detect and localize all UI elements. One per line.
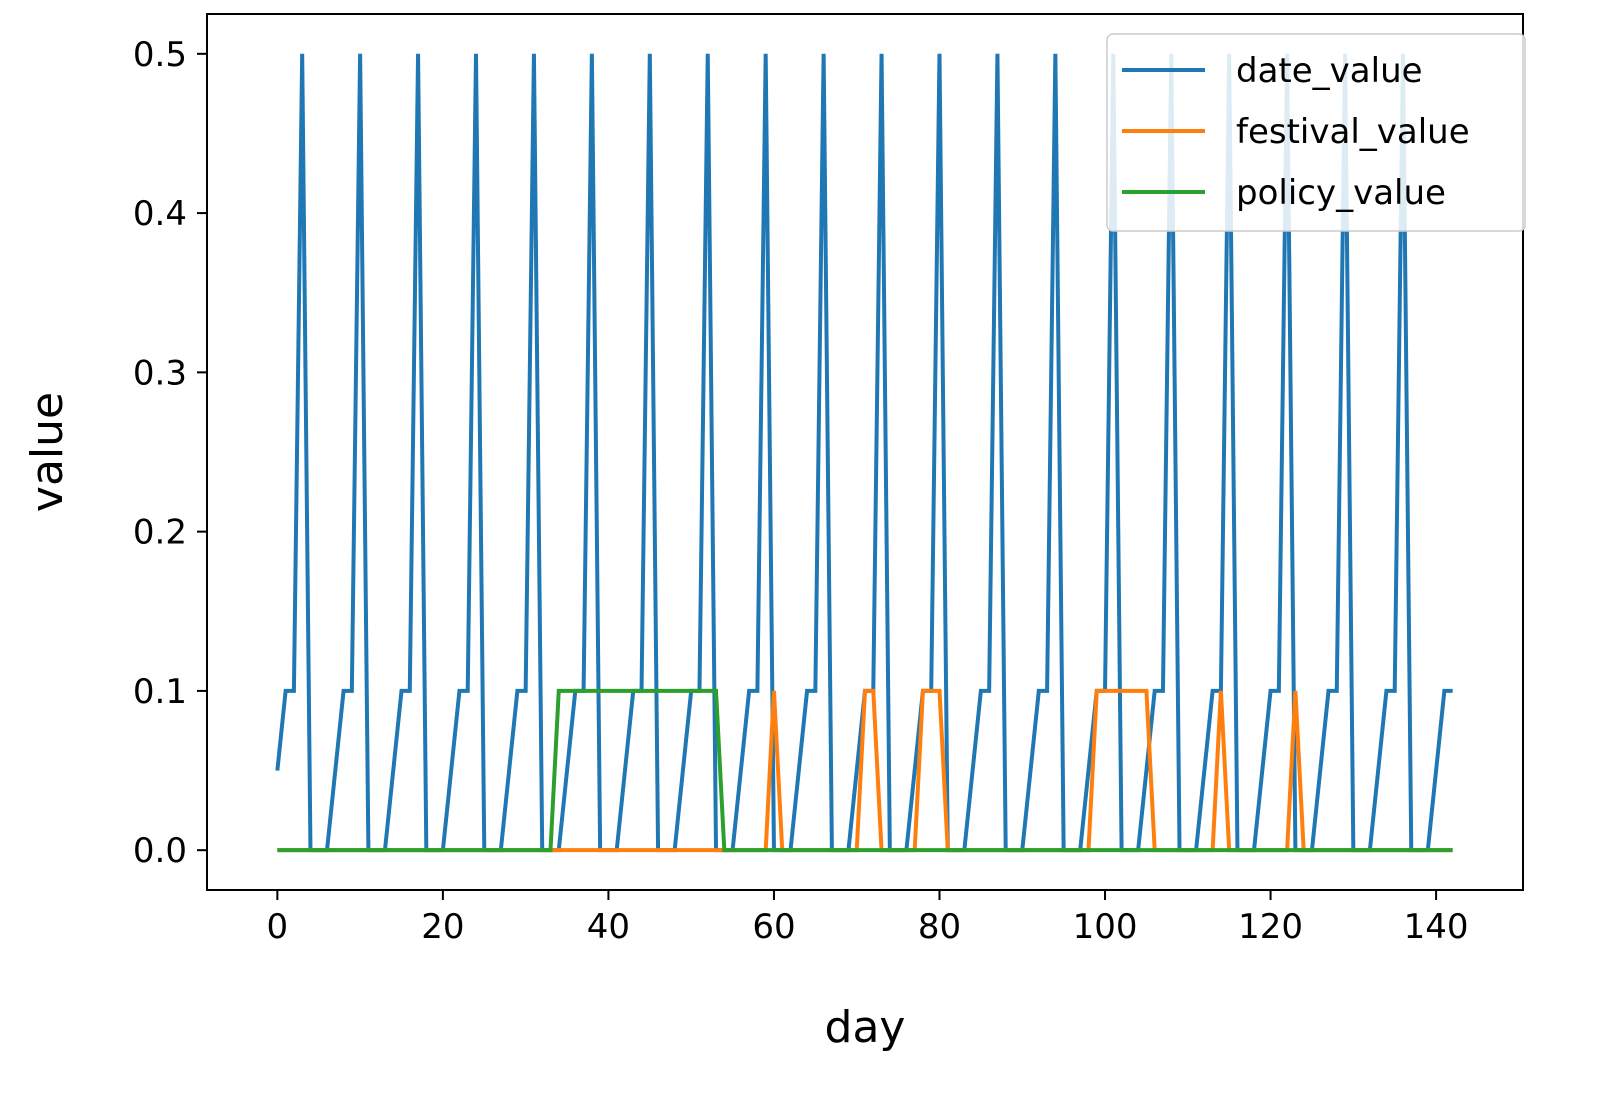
y-tick-label: 0.3: [133, 353, 187, 393]
x-tick-label: 40: [587, 907, 630, 947]
series-line-festival-value: [277, 688, 1453, 853]
x-tick-label: 60: [752, 907, 795, 947]
y-tick-label: 0.4: [133, 194, 187, 234]
y-tick-label: 0.2: [133, 513, 187, 553]
x-tick-label: 80: [918, 907, 961, 947]
x-axis-label: day: [825, 1002, 906, 1053]
plot-frame: [206, 13, 1524, 891]
y-axis: 0.0 0.1 0.2 0.3 0.4 0.5: [133, 35, 207, 871]
y-tick-label: 0.1: [133, 672, 187, 712]
legend-label-date-value: date_value: [1236, 51, 1423, 91]
x-tick-label: 120: [1238, 907, 1303, 947]
legend-label-policy-value: policy_value: [1236, 173, 1446, 213]
y-axis-label: value: [22, 392, 73, 512]
series-lines: [275, 53, 1453, 853]
x-axis: 0 20 40 60 80 100 120 140: [267, 890, 1469, 947]
series-line-policy-value: [277, 688, 1453, 853]
y-tick-label: 0.0: [133, 831, 187, 871]
x-tick-label: 20: [421, 907, 464, 947]
y-tick-label: 0.5: [133, 35, 187, 75]
x-tick-label: 140: [1404, 907, 1469, 947]
legend: date_value festival_value policy_value: [1106, 33, 1526, 232]
legend-label-festival-value: festival_value: [1236, 112, 1470, 152]
x-tick-label: 0: [267, 907, 289, 947]
x-tick-label: 100: [1073, 907, 1138, 947]
legend-box: [1106, 33, 1526, 232]
